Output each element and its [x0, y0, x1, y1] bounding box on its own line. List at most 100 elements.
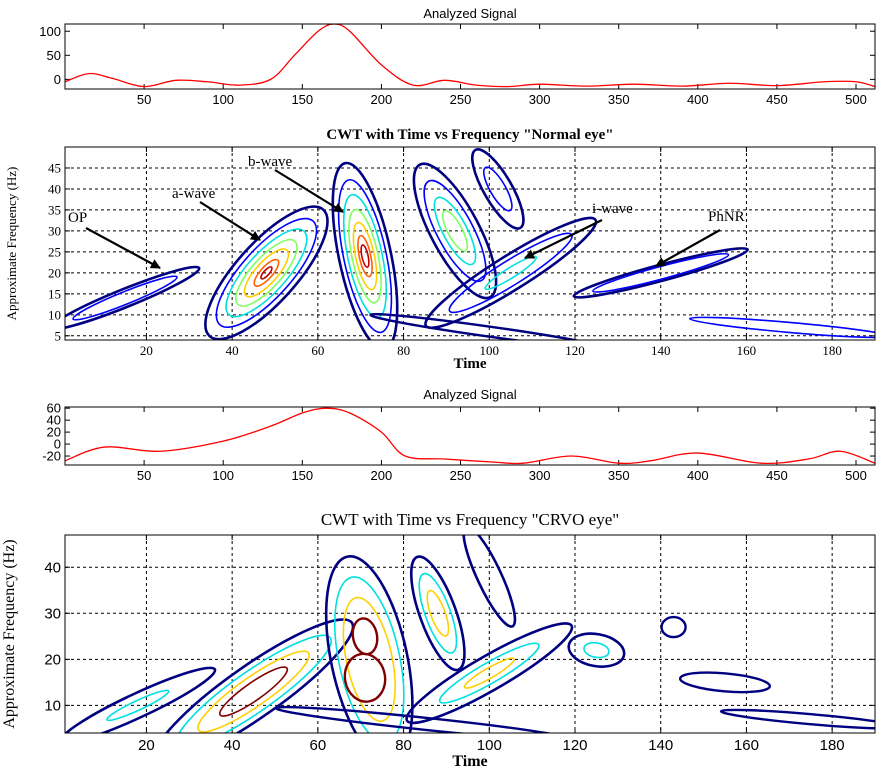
- contour-line: [688, 316, 875, 339]
- contour-line: [324, 555, 414, 733]
- annotation-arrow: [199, 201, 261, 241]
- contour-line: [225, 228, 308, 318]
- x-tick-label: 120: [565, 343, 585, 358]
- x-tick-label: 160: [737, 343, 757, 358]
- y-axis-label: Approximate Frequency (Hz): [1, 539, 18, 728]
- y-tick-label: 30: [44, 606, 61, 623]
- contour-line: [352, 221, 378, 291]
- contour-line: [204, 205, 329, 340]
- annotation-label: PhNR: [708, 209, 745, 225]
- chart-title: Analyzed Signal: [423, 6, 516, 21]
- cwt-plot-normal: 20 40 60 80 100 120 140 160 180 5 10 15 20 25 30 35 40 45…: [4, 127, 876, 372]
- x-tick-label: 80: [395, 737, 412, 754]
- contour-line: [418, 572, 458, 654]
- contour-line: [409, 555, 466, 672]
- x-tick-label: 400: [687, 92, 709, 107]
- y-tick-label: 15: [48, 286, 61, 301]
- contour-line: [260, 266, 273, 280]
- annotation-label: i-wave: [592, 201, 633, 217]
- contour-line: [65, 666, 217, 733]
- y-tick-label: 100: [39, 24, 61, 39]
- annotation-arrow: [85, 227, 161, 269]
- contour-line: [567, 632, 626, 668]
- x-tick-label: 140: [651, 343, 671, 358]
- y-tick-label: 20: [48, 265, 61, 280]
- contour-line: [351, 617, 379, 656]
- plot-area: [65, 147, 875, 340]
- x-tick-label: 350: [608, 92, 630, 107]
- contour-line: [369, 312, 610, 340]
- annotation-label: a-wave: [172, 186, 216, 202]
- contour-line: [470, 148, 525, 230]
- x-tick-label: 150: [291, 92, 313, 107]
- y-tick-label: 40: [47, 413, 61, 428]
- y-tick-label: 10: [44, 698, 61, 715]
- x-tick-label: 180: [820, 737, 845, 754]
- contour-line: [462, 535, 517, 628]
- x-tick-label: 450: [766, 92, 788, 107]
- x-tick-label: 160: [734, 737, 759, 754]
- x-tick-label: 100: [212, 92, 234, 107]
- x-tick-label: 80: [397, 343, 410, 358]
- plot-border: [64, 23, 876, 90]
- x-tick-label: 40: [226, 343, 239, 358]
- contour-line: [592, 252, 730, 293]
- y-tick-label: 40: [48, 182, 61, 197]
- x-tick-label: 50: [137, 468, 151, 483]
- contour-line: [334, 576, 405, 733]
- contours: [65, 148, 875, 340]
- y-tick-label: -20: [42, 449, 61, 464]
- y-tick-label: 45: [48, 161, 61, 176]
- plot-border: [64, 406, 876, 466]
- contour-line: [583, 641, 610, 659]
- x-tick-label: 350: [608, 468, 630, 483]
- x-tick-label: 180: [822, 343, 842, 358]
- y-tick-label: 0: [54, 72, 61, 87]
- x-tick-label: 60: [311, 343, 324, 358]
- x-tick-label: 120: [562, 737, 587, 754]
- plot-border: [64, 534, 876, 734]
- y-tick-label: 50: [47, 48, 61, 63]
- contour-line: [357, 234, 373, 278]
- contour-line: [235, 238, 298, 307]
- y-tick-label: 10: [48, 307, 61, 322]
- x-tick-label: 400: [687, 468, 709, 483]
- contour-line: [72, 275, 178, 321]
- signal-line: [65, 24, 875, 88]
- contour-line: [152, 618, 355, 733]
- x-tick-label: 200: [371, 468, 393, 483]
- x-tick-label: 250: [450, 92, 472, 107]
- contour-line: [438, 642, 540, 704]
- x-tick-label: 450: [766, 468, 788, 483]
- x-tick-label: 150: [291, 468, 313, 483]
- contour-line: [348, 208, 382, 304]
- annotation-arrow: [655, 229, 721, 267]
- y-axis-label: Approximate Frequency (Hz): [4, 167, 19, 321]
- x-tick-label: 60: [310, 737, 327, 754]
- y-tick-label: 40: [44, 559, 61, 576]
- contour-line: [405, 622, 574, 725]
- contour-line: [65, 265, 201, 331]
- contour-line: [484, 255, 538, 291]
- plot-area: [65, 24, 875, 89]
- annotation-arrow: [274, 169, 344, 213]
- x-tick-label: 300: [529, 92, 551, 107]
- contour-line: [243, 248, 290, 298]
- contour-line: [253, 258, 280, 287]
- contour-line: [274, 705, 576, 733]
- x-tick-label: 500: [845, 468, 867, 483]
- x-tick-label: 100: [480, 343, 500, 358]
- x-axis-label: Time: [453, 356, 486, 372]
- x-tick-label: 250: [450, 468, 472, 483]
- y-tick-label: 20: [47, 425, 61, 440]
- cwt-plot-crvo: 20 40 60 80 100 120 140 160 180 10 20 30 40 CWT with …: [1, 510, 876, 770]
- contour-line: [719, 708, 875, 730]
- signal-plot-normal: 50 100 150 200 250 300 350 400 450 500 0 50 100 Analy…: [39, 6, 876, 107]
- contour-line: [441, 209, 469, 252]
- contour-line: [660, 615, 687, 639]
- contour-line: [360, 244, 370, 269]
- y-tick-label: 5: [55, 328, 62, 343]
- y-tick-label: 60: [47, 401, 61, 416]
- contour-line: [337, 178, 393, 334]
